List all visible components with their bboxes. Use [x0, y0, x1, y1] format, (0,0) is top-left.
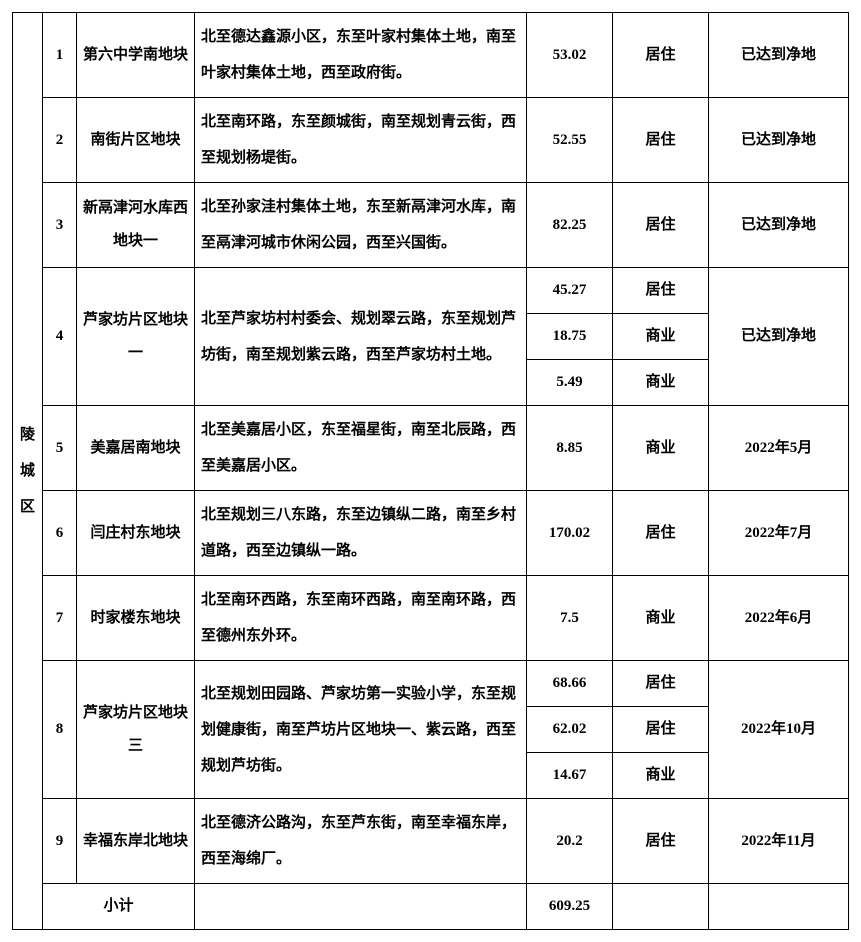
block-name-cell: 新鬲津河水库西地块一 — [77, 183, 195, 268]
area-cell: 62.02 — [527, 707, 613, 753]
boundary-desc-cell: 北至南环西路，东至南环西路，南至南环路，西至德州东外环。 — [195, 576, 527, 661]
table-row: 2南街片区地块北至南环路，东至颜城街，南至规划青云街，西至规划杨堤街。52.55… — [13, 98, 849, 183]
region-cell: 陵城区 — [13, 13, 43, 930]
use-cell: 商业 — [613, 314, 709, 360]
table-row: 7时家楼东地块北至南环西路，东至南环西路，南至南环路，西至德州东外环。7.5商业… — [13, 576, 849, 661]
boundary-desc-cell: 北至南环路，东至颜城街，南至规划青云街，西至规划杨堤街。 — [195, 98, 527, 183]
index-cell: 1 — [43, 13, 77, 98]
use-cell: 居住 — [613, 98, 709, 183]
use-cell: 商业 — [613, 360, 709, 406]
table-row: 3新鬲津河水库西地块一北至孙家洼村集体土地，东至新鬲津河水库，南至鬲津河城市休闲… — [13, 183, 849, 268]
use-cell: 居住 — [613, 491, 709, 576]
boundary-desc-cell: 北至德达鑫源小区，东至叶家村集体土地，南至叶家村集体土地，西至政府街。 — [195, 13, 527, 98]
index-cell: 4 — [43, 268, 77, 406]
boundary-desc-cell: 北至美嘉居小区，东至福星街，南至北辰路，西至美嘉居小区。 — [195, 406, 527, 491]
area-cell: 68.66 — [527, 661, 613, 707]
status-cell: 2022年11月 — [709, 799, 849, 884]
area-cell: 20.2 — [527, 799, 613, 884]
table-row: 5美嘉居南地块北至美嘉居小区，东至福星街，南至北辰路，西至美嘉居小区。8.85商… — [13, 406, 849, 491]
use-cell: 居住 — [613, 183, 709, 268]
subtotal-label-cell: 小计 — [43, 884, 195, 930]
status-cell: 已达到净地 — [709, 98, 849, 183]
block-name-cell: 芦家坊片区地块一 — [77, 268, 195, 406]
index-cell: 5 — [43, 406, 77, 491]
index-cell: 6 — [43, 491, 77, 576]
boundary-desc-cell: 北至孙家洼村集体土地，东至新鬲津河水库，南至鬲津河城市休闲公园，西至兴国街。 — [195, 183, 527, 268]
table-row: 8芦家坊片区地块三北至规划田园路、芦家坊第一实验小学，东至规划健康街，南至芦坊片… — [13, 661, 849, 707]
status-cell: 2022年7月 — [709, 491, 849, 576]
use-cell: 居住 — [613, 799, 709, 884]
block-name-cell: 时家楼东地块 — [77, 576, 195, 661]
use-cell: 商业 — [613, 576, 709, 661]
index-cell: 2 — [43, 98, 77, 183]
table-row: 9幸福东岸北地块北至德济公路沟，东至芦东街，南至幸福东岸，西至海绵厂。20.2居… — [13, 799, 849, 884]
subtotal-row: 小计 609.25 — [13, 884, 849, 930]
area-cell: 170.02 — [527, 491, 613, 576]
status-cell: 2022年5月 — [709, 406, 849, 491]
area-cell: 18.75 — [527, 314, 613, 360]
land-table: 陵城区1第六中学南地块北至德达鑫源小区，东至叶家村集体土地，南至叶家村集体土地，… — [12, 12, 849, 930]
subtotal-empty-status — [709, 884, 849, 930]
use-cell: 居住 — [613, 707, 709, 753]
table-row: 陵城区1第六中学南地块北至德达鑫源小区，东至叶家村集体土地，南至叶家村集体土地，… — [13, 13, 849, 98]
boundary-desc-cell: 北至芦家坊村村委会、规划翠云路，东至规划芦坊街，南至规划紫云路，西至芦家坊村土地… — [195, 268, 527, 406]
index-cell: 7 — [43, 576, 77, 661]
area-cell: 14.67 — [527, 753, 613, 799]
subtotal-area-cell: 609.25 — [527, 884, 613, 930]
use-cell: 居住 — [613, 13, 709, 98]
area-cell: 82.25 — [527, 183, 613, 268]
table-row: 6闫庄村东地块北至规划三八东路，东至边镇纵二路，南至乡村道路，西至边镇纵一路。1… — [13, 491, 849, 576]
area-cell: 5.49 — [527, 360, 613, 406]
area-cell: 7.5 — [527, 576, 613, 661]
subtotal-empty-use — [613, 884, 709, 930]
use-cell: 商业 — [613, 753, 709, 799]
index-cell: 9 — [43, 799, 77, 884]
area-cell: 8.85 — [527, 406, 613, 491]
block-name-cell: 南街片区地块 — [77, 98, 195, 183]
block-name-cell: 闫庄村东地块 — [77, 491, 195, 576]
status-cell: 已达到净地 — [709, 183, 849, 268]
block-name-cell: 美嘉居南地块 — [77, 406, 195, 491]
status-cell: 2022年10月 — [709, 661, 849, 799]
block-name-cell: 幸福东岸北地块 — [77, 799, 195, 884]
status-cell: 2022年6月 — [709, 576, 849, 661]
boundary-desc-cell: 北至规划田园路、芦家坊第一实验小学，东至规划健康街，南至芦坊片区地块一、紫云路，… — [195, 661, 527, 799]
use-cell: 居住 — [613, 661, 709, 707]
use-cell: 居住 — [613, 268, 709, 314]
index-cell: 8 — [43, 661, 77, 799]
block-name-cell: 芦家坊片区地块三 — [77, 661, 195, 799]
area-cell: 52.55 — [527, 98, 613, 183]
status-cell: 已达到净地 — [709, 13, 849, 98]
boundary-desc-cell: 北至规划三八东路，东至边镇纵二路，南至乡村道路，西至边镇纵一路。 — [195, 491, 527, 576]
boundary-desc-cell: 北至德济公路沟，东至芦东街，南至幸福东岸，西至海绵厂。 — [195, 799, 527, 884]
index-cell: 3 — [43, 183, 77, 268]
use-cell: 商业 — [613, 406, 709, 491]
area-cell: 53.02 — [527, 13, 613, 98]
subtotal-empty-desc — [195, 884, 527, 930]
status-cell: 已达到净地 — [709, 268, 849, 406]
area-cell: 45.27 — [527, 268, 613, 314]
block-name-cell: 第六中学南地块 — [77, 13, 195, 98]
table-row: 4芦家坊片区地块一北至芦家坊村村委会、规划翠云路，东至规划芦坊街，南至规划紫云路… — [13, 268, 849, 314]
